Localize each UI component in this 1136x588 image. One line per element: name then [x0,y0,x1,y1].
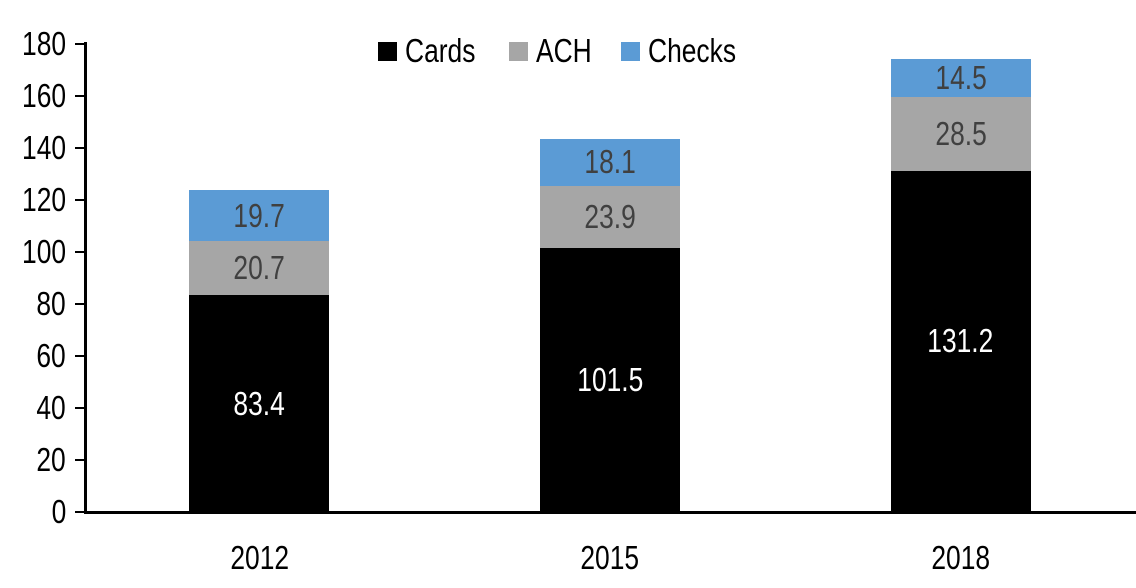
y-tick-label-text: 100 [21,233,66,270]
segment-value-label: 23.9 [584,198,636,235]
legend-label: Checks [648,32,737,69]
x-tick-label-2015: 2015 [510,540,710,576]
bar-stack-2018: 14.5 28.5 131.2 [890,58,1031,512]
y-tick-label: 180 [0,27,66,61]
y-tick-label-text: 60 [36,337,66,374]
legend-swatch-checks [621,41,641,61]
legend-label: ACH [535,32,592,69]
segment-value-label: 101.5 [576,361,644,398]
y-axis-tick [75,511,84,513]
y-tick-label-text: 160 [21,77,66,114]
y-axis-tick [75,355,84,357]
x-tick-label-2018: 2018 [861,540,1061,576]
x-tick-label-2012: 2012 [159,540,359,576]
bar-segment-checks: 19.7 [189,190,330,242]
y-tick-label: 20 [0,443,66,477]
y-tick-label-text: 0 [51,493,66,530]
y-tick-label-text: 180 [21,25,66,62]
segment-value-label: 131.2 [927,322,994,360]
bar-segment-cards: 101.5 [540,248,680,512]
y-tick-label-text: 80 [36,285,66,322]
bar-segment-checks: 14.5 [890,58,1031,97]
y-tick-label-text: 120 [21,181,66,218]
y-axis-tick [75,407,84,409]
bar-stack-2012: 19.7 20.7 83.4 [189,190,330,512]
legend-item-checks: Checks [621,33,758,69]
y-axis-tick [75,199,84,201]
bar-segment-checks: 18.1 [540,138,680,186]
y-tick-label: 0 [0,495,66,529]
y-tick-label: 120 [0,183,66,217]
y-axis-tick [75,147,84,149]
x-axis-line [84,511,1136,514]
segment-value-label: 83.4 [233,384,286,422]
x-tick-label-text: 2015 [580,539,640,576]
y-tick-label: 60 [0,339,66,373]
x-tick-label-text: 2018 [931,539,991,576]
y-tick-label: 40 [0,391,66,425]
bar-stack-2015: 18.1 23.9 101.5 [540,138,680,512]
segment-value-label: 18.1 [584,143,636,181]
legend-item-cards: Cards [377,32,493,69]
legend-swatch-ach [508,41,528,61]
y-tick-label: 140 [0,131,66,165]
y-axis-tick [75,43,84,45]
bar-segment-ach: 28.5 [890,96,1031,171]
y-tick-label: 80 [0,287,66,321]
y-tick-label-text: 20 [36,441,66,478]
y-axis-tick [75,459,84,461]
x-tick-label-text: 2012 [229,539,289,576]
y-tick-label-text: 140 [21,129,66,166]
y-axis-line [84,42,87,514]
bar-segment-cards: 131.2 [890,170,1031,512]
y-axis-tick [75,303,84,305]
segment-value-label: 14.5 [934,58,987,96]
segment-value-label: 20.7 [233,249,286,287]
y-tick-label-text: 40 [36,389,66,426]
bar-segment-cards: 83.4 [189,295,330,512]
bar-segment-ach: 23.9 [540,185,680,249]
bar-segment-ach: 20.7 [189,241,330,296]
y-axis-tick [75,95,84,97]
y-tick-label: 100 [0,235,66,269]
chart-legend: Cards ACH Checks [0,33,1136,69]
y-axis-tick [75,251,84,253]
segment-value-label: 19.7 [233,196,286,234]
legend-item-ach: ACH [508,32,606,69]
legend-swatch-cards [377,41,397,61]
legend-label: Cards [404,32,476,69]
segment-value-label: 28.5 [934,114,987,152]
y-tick-label: 160 [0,79,66,113]
